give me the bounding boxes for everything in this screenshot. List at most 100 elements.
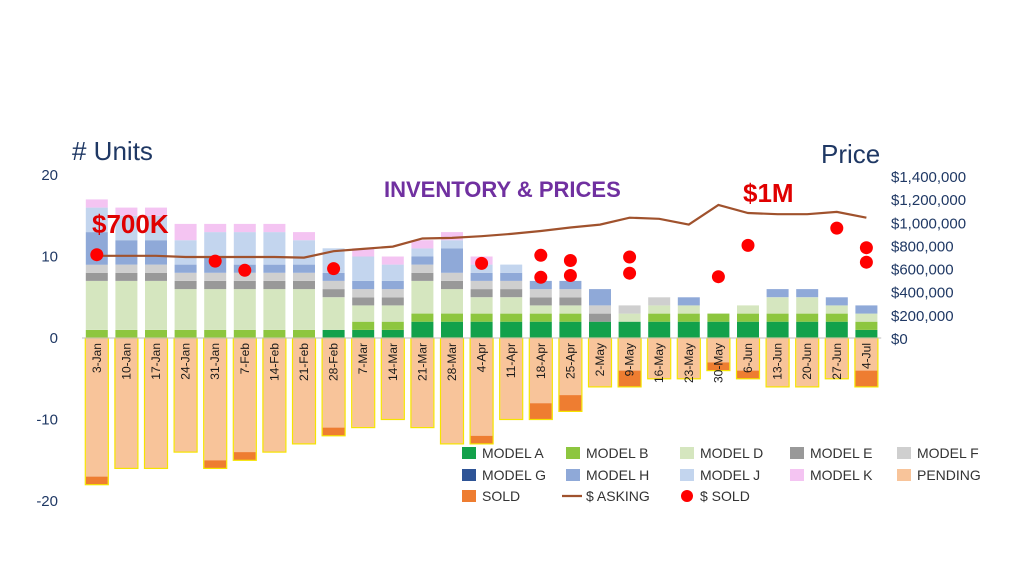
- bar-model-e-14-feb: [263, 280, 286, 290]
- bar-model-k-14-mar: [381, 256, 404, 265]
- bar-pending-28-mar: [441, 338, 463, 444]
- sold-point: [830, 221, 844, 235]
- y2-tick-label: $1,000,000: [891, 215, 966, 232]
- bar-model-h-20-jun: [796, 289, 819, 298]
- bar-model-k-10-jan: [115, 207, 138, 216]
- bar-pending-21-feb: [293, 338, 315, 444]
- bar-pending-31-jan: [204, 338, 227, 461]
- bar-model-e-28-mar: [441, 280, 463, 290]
- bar-sold-28-feb: [322, 427, 345, 436]
- bar-model-d-27-jun: [825, 305, 848, 314]
- legend-label-model-b: MODEL B: [586, 445, 649, 461]
- bar-model-h-28-mar: [441, 248, 463, 273]
- bar-model-j-21-feb: [293, 240, 315, 265]
- bar-model-e-24-jan: [174, 280, 197, 290]
- legend-marker-pending: [897, 469, 911, 481]
- legend-label-asking: $ ASKING: [586, 488, 650, 504]
- axis-ticks: 20 10 0 -10 -20 $1,400,000 $1,200,000 $1,000,00…: [36, 167, 966, 510]
- bar-model-j-11-apr: [500, 264, 523, 273]
- bar-model-b-21-feb: [293, 329, 315, 338]
- x-tick-label: 21-Mar: [415, 343, 429, 381]
- y-tick-label: -20: [36, 493, 58, 510]
- legend-marker-model-d: [680, 447, 694, 459]
- x-tick-label: 6-Jun: [741, 343, 755, 373]
- x-tick-label: 4-Apr: [475, 343, 489, 372]
- bar-pending-25-apr: [559, 338, 582, 396]
- bar-model-d-13-jun: [766, 297, 789, 314]
- sold-point: [623, 250, 637, 264]
- x-tick-label: 25-Apr: [563, 343, 577, 379]
- bar-model-e-10-jan: [115, 272, 138, 281]
- sold-point: [563, 254, 577, 267]
- legend-label-model-k: MODEL K: [810, 467, 873, 483]
- bar-pending-6-jun: [737, 338, 759, 371]
- bar-model-f-10-jan: [115, 264, 138, 273]
- bar-model-b-18-apr: [529, 313, 552, 322]
- bar-model-f-4-apr: [470, 280, 493, 290]
- bar-sold-25-apr: [559, 395, 582, 412]
- bar-model-f-16-may: [648, 297, 671, 306]
- bar-model-h-14-feb: [263, 264, 286, 273]
- bar-model-h-28-feb: [322, 272, 345, 281]
- bar-model-d-31-jan: [204, 289, 227, 330]
- bar-model-a-23-may: [677, 321, 700, 338]
- bar-model-d-23-may: [677, 305, 700, 314]
- stacked-bars: [84, 199, 879, 486]
- bar-model-b-23-may: [677, 313, 700, 322]
- y2-tick-label: $0: [891, 331, 908, 348]
- x-tick-label: 14-Mar: [386, 343, 400, 381]
- bar-model-j-7-feb: [233, 232, 256, 265]
- bar-model-f-31-jan: [204, 272, 227, 281]
- x-tick-label: 24-Jan: [179, 343, 193, 380]
- y2-tick-label: $400,000: [891, 285, 954, 302]
- x-tick-label: 9-May: [623, 343, 637, 376]
- bar-sold-4-jul: [855, 370, 878, 387]
- bar-model-d-18-apr: [529, 305, 552, 314]
- legend-marker-model-j: [680, 469, 694, 481]
- bar-model-b-24-jan: [174, 329, 197, 338]
- sold-point: [741, 238, 755, 252]
- bar-model-d-10-jan: [115, 280, 138, 330]
- x-tick-label: 31-Jan: [208, 343, 222, 380]
- bar-model-b-17-jan: [145, 329, 167, 338]
- bar-model-b-31-jan: [204, 329, 227, 338]
- bar-model-a-11-apr: [500, 321, 523, 338]
- legend-marker-model-e: [790, 447, 804, 459]
- bar-model-a-13-jun: [766, 321, 789, 338]
- bar-model-j-3-jan: [85, 207, 108, 233]
- x-tick-label: 23-May: [682, 343, 696, 383]
- bar-model-f-17-jan: [145, 264, 167, 273]
- legend-marker-model-h: [566, 469, 580, 481]
- sold-point: [327, 262, 341, 276]
- bar-model-b-21-mar: [411, 313, 434, 322]
- bar-pending-4-apr: [470, 338, 493, 436]
- bar-model-f-11-apr: [500, 280, 523, 290]
- y2-axis-label: Price: [821, 139, 880, 169]
- bar-model-f-21-feb: [293, 272, 315, 281]
- bar-model-h-2-may: [589, 289, 611, 306]
- bar-model-a-7-mar: [352, 329, 375, 338]
- bar-model-f-18-apr: [529, 289, 552, 298]
- bar-model-d-14-feb: [263, 289, 286, 330]
- legend-label-model-e: MODEL E: [810, 445, 873, 461]
- x-tick-label: 14-Feb: [267, 343, 281, 381]
- bar-model-f-24-jan: [174, 272, 197, 281]
- bar-pending-7-mar: [352, 338, 375, 428]
- chart-title: INVENTORY & PRICES: [384, 177, 621, 202]
- sold-point: [534, 248, 548, 262]
- bar-sold-31-jan: [204, 460, 227, 469]
- bar-model-k-28-mar: [441, 232, 463, 241]
- bar-model-k-21-feb: [293, 232, 315, 241]
- bar-model-k-31-jan: [204, 223, 227, 233]
- bar-model-f-7-mar: [352, 289, 375, 298]
- bar-model-d-20-jun: [796, 297, 819, 314]
- bar-model-e-28-feb: [322, 289, 345, 298]
- x-tick-label: 27-Jun: [830, 343, 844, 380]
- x-tick-label: 11-Apr: [504, 343, 518, 378]
- bar-model-j-10-jan: [115, 215, 138, 241]
- bar-model-b-7-feb: [233, 329, 256, 338]
- bar-model-e-25-apr: [559, 297, 582, 306]
- bar-pending-4-jul: [855, 338, 878, 371]
- bar-model-j-7-mar: [352, 256, 375, 281]
